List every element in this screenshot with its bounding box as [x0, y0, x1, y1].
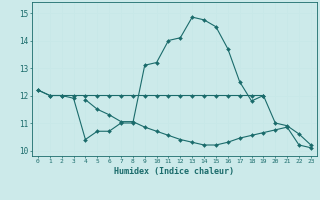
- X-axis label: Humidex (Indice chaleur): Humidex (Indice chaleur): [115, 167, 234, 176]
